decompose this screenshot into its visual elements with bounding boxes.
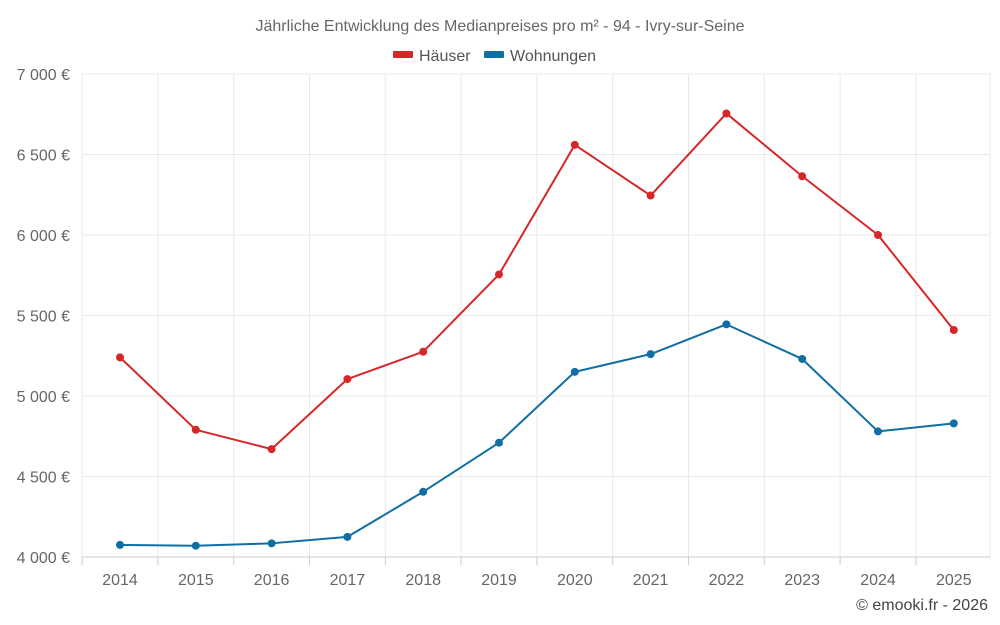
data-point-wohnungen[interactable]	[949, 419, 958, 428]
series-line-haeuser	[119, 112, 955, 451]
data-point-haeuser[interactable]	[419, 347, 428, 356]
x-tick-label: 2018	[405, 572, 441, 589]
data-point-haeuser[interactable]	[722, 109, 731, 118]
grid-lines	[81, 73, 991, 557]
y-tick-label: 6 000 €	[17, 228, 70, 245]
data-point-wohnungen[interactable]	[495, 438, 503, 447]
x-tick-label: 2021	[633, 572, 669, 589]
data-point-haeuser[interactable]	[570, 140, 579, 149]
data-point-haeuser[interactable]	[949, 325, 958, 334]
data-point-haeuser[interactable]	[267, 445, 276, 454]
series-lines	[119, 112, 955, 547]
y-tick-label: 5 500 €	[17, 309, 70, 326]
data-point-haeuser[interactable]	[191, 425, 200, 434]
data-point-wohnungen[interactable]	[646, 350, 655, 359]
axes	[81, 556, 990, 565]
data-point-haeuser[interactable]	[646, 191, 655, 200]
x-tick-label: 2020	[557, 572, 593, 589]
series-points	[116, 109, 958, 550]
data-point-haeuser[interactable]	[495, 270, 503, 279]
x-tick-label: 2015	[178, 572, 214, 589]
legend-item-haeuser[interactable]: Häuser	[393, 48, 471, 65]
x-tick-label: 2014	[102, 572, 138, 589]
legend: Häuser Wohnungen	[393, 48, 596, 65]
data-point-wohnungen[interactable]	[419, 487, 428, 496]
data-point-wohnungen[interactable]	[343, 532, 352, 541]
chart-title: Jährliche Entwicklung des Medianpreises …	[255, 18, 744, 35]
legend-label-haeuser: Häuser	[419, 48, 471, 65]
data-point-haeuser[interactable]	[116, 353, 124, 362]
x-tick-label: 2017	[330, 572, 366, 589]
legend-swatch-wohnungen	[484, 51, 504, 58]
data-point-wohnungen[interactable]	[798, 354, 807, 363]
x-tick-label: 2023	[784, 572, 820, 589]
y-tick-label: 5 000 €	[17, 389, 70, 406]
legend-label-wohnungen: Wohnungen	[510, 48, 596, 65]
x-tick-label: 2025	[936, 572, 972, 589]
y-tick-label: 7 000 €	[17, 67, 70, 84]
data-point-wohnungen[interactable]	[570, 367, 579, 376]
x-tick-label: 2016	[254, 572, 290, 589]
y-tick-label: 6 500 €	[17, 148, 70, 165]
data-point-haeuser[interactable]	[343, 375, 352, 384]
data-point-wohnungen[interactable]	[191, 541, 200, 550]
legend-item-wohnungen[interactable]: Wohnungen	[484, 48, 596, 65]
y-tick-label: 4 500 €	[17, 470, 70, 487]
y-axis-ticks: 4 000 € 4 500 € 5 000 € 5 500 € 6 000 € 6 500…	[17, 67, 70, 567]
x-axis-ticks: 2014 2015 2016 2017 2018 2019 2020 2021 2022 2023…	[102, 572, 971, 589]
data-point-wohnungen[interactable]	[874, 427, 882, 436]
x-tick-label: 2022	[709, 572, 745, 589]
y-tick-label: 4 000 €	[17, 550, 70, 567]
data-point-haeuser[interactable]	[874, 231, 882, 239]
data-point-wohnungen[interactable]	[116, 540, 124, 549]
data-point-haeuser[interactable]	[798, 172, 807, 181]
legend-swatch-haeuser	[393, 51, 413, 58]
x-tick-label: 2019	[481, 572, 517, 589]
series-line-wohnungen	[119, 323, 954, 547]
data-point-wohnungen[interactable]	[722, 320, 731, 329]
data-point-wohnungen[interactable]	[267, 539, 276, 548]
x-tick-label: 2024	[860, 572, 896, 589]
credit-text: © emooki.fr - 2026	[856, 597, 988, 614]
